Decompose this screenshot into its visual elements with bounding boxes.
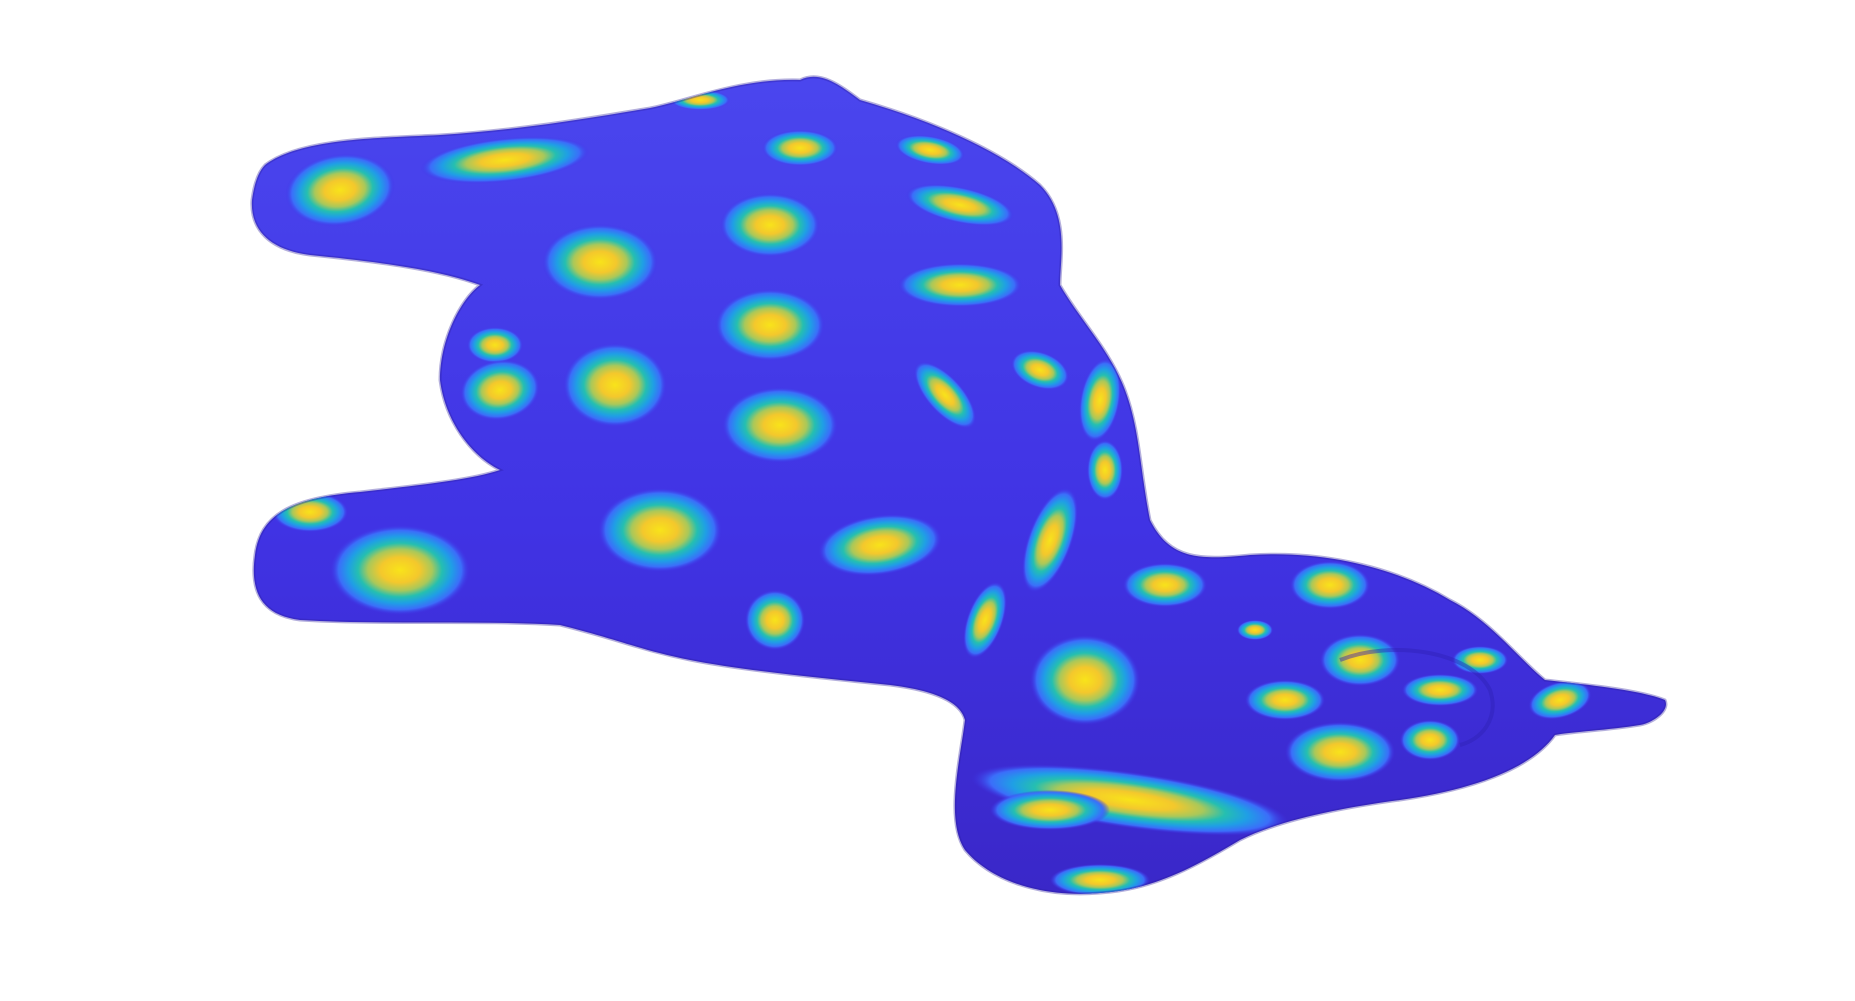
pattern-spot	[971, 764, 1289, 836]
pattern-spot	[913, 361, 977, 429]
pattern-spot	[1022, 487, 1078, 593]
pattern-spot	[1400, 720, 1460, 760]
pattern-spot	[1290, 561, 1370, 609]
pattern-spot	[1285, 722, 1395, 782]
pattern-spot	[1402, 674, 1478, 706]
surface-fold	[1339, 648, 1495, 747]
pattern-spot	[420, 136, 590, 184]
pattern-spot	[1245, 680, 1325, 720]
pattern-spot	[598, 488, 722, 572]
pattern-spot	[720, 193, 820, 257]
pattern-spot	[906, 184, 1014, 226]
pattern-spot	[1050, 864, 1150, 894]
surface-pattern	[272, 90, 1592, 894]
pattern-spot	[285, 153, 395, 227]
pattern-spot	[990, 790, 1110, 830]
pattern-spot	[467, 327, 523, 363]
pattern-spot	[1030, 635, 1140, 725]
pattern-spot	[715, 289, 825, 361]
pattern-spot	[898, 263, 1022, 307]
pattern-spot	[460, 359, 540, 421]
pattern-spot	[1078, 358, 1122, 442]
pattern-spot	[1087, 440, 1123, 500]
pattern-spot	[330, 525, 470, 615]
pattern-spot	[1452, 646, 1508, 674]
pattern-spot	[1123, 563, 1207, 607]
pattern-spot	[542, 224, 658, 300]
pattern-spot	[1528, 680, 1592, 720]
pattern-spot	[895, 134, 965, 166]
pattern-spot	[818, 514, 942, 576]
pattern-spot	[1011, 350, 1069, 390]
pattern-spot	[1320, 634, 1400, 686]
surface-rim	[250, 75, 1668, 896]
pattern-spot	[745, 590, 805, 650]
pattern-spot	[963, 581, 1007, 659]
pattern-spot	[1237, 620, 1273, 640]
pattern-spot	[563, 343, 667, 427]
pattern-spot	[762, 130, 838, 166]
pattern-spot	[722, 387, 838, 463]
